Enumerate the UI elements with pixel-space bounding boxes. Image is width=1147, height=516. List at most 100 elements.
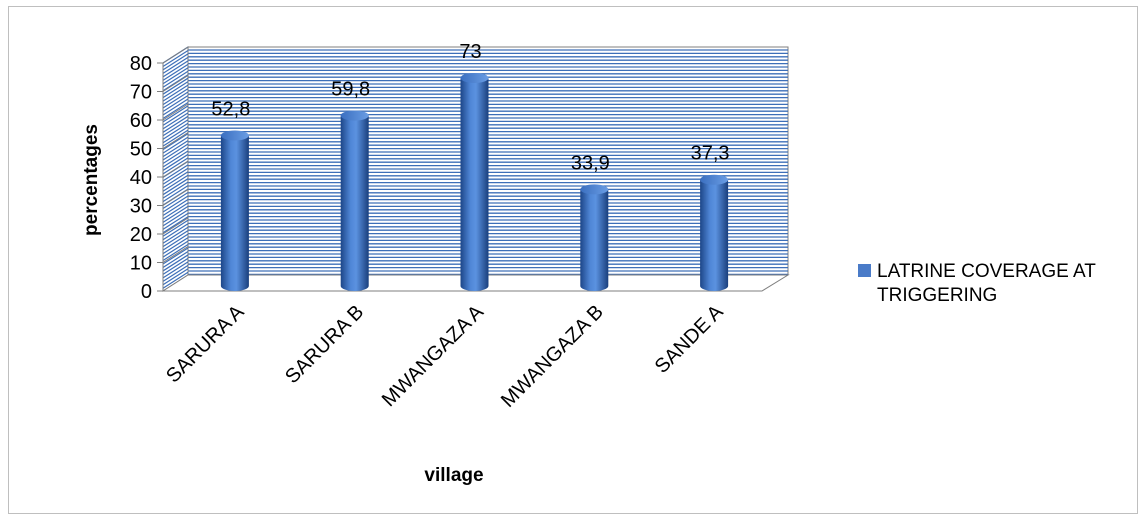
side-wall-stripe bbox=[162, 244, 189, 262]
side-wall-stripe bbox=[162, 115, 189, 133]
side-wall-stripe bbox=[162, 216, 189, 234]
x-tick-label: SARURA B bbox=[281, 301, 368, 388]
legend-label-line1: LATRINE COVERAGE AT bbox=[877, 261, 1096, 282]
side-wall-stripe bbox=[162, 91, 189, 109]
legend-swatch bbox=[858, 264, 871, 277]
bar bbox=[580, 184, 609, 291]
y-tick-label: 10 bbox=[130, 253, 152, 275]
y-tick-label: 60 bbox=[130, 110, 152, 132]
side-wall-stripe bbox=[162, 143, 189, 161]
side-wall-stripe bbox=[162, 178, 189, 196]
x-axis: SARURA A SARURA B MWANGAZA A MWANGAZA B SAND… bbox=[162, 301, 728, 412]
gridline-depth bbox=[162, 189, 189, 206]
y-tick-label: 70 bbox=[130, 82, 152, 104]
gridline-depth bbox=[162, 217, 189, 235]
gridline-depth bbox=[162, 103, 189, 121]
side-wall-stripe bbox=[162, 202, 189, 220]
bar-cap bbox=[700, 174, 729, 185]
side-wall-stripe bbox=[162, 81, 189, 99]
side-wall-stripe bbox=[162, 77, 189, 95]
side-wall-stripe bbox=[162, 150, 189, 168]
side-wall-stripe bbox=[162, 257, 189, 275]
side-wall-stripe bbox=[162, 67, 189, 85]
bar-body bbox=[580, 189, 609, 291]
side-wall-stripe bbox=[162, 271, 189, 289]
gridline-depth bbox=[162, 132, 189, 149]
side-wall-stripe bbox=[162, 240, 189, 258]
gridline-depth bbox=[162, 160, 189, 178]
side-wall-stripe bbox=[162, 198, 189, 216]
side-wall-stripe bbox=[162, 105, 189, 123]
bar-cap bbox=[460, 72, 489, 83]
bar bbox=[220, 130, 249, 291]
bar-cap bbox=[340, 110, 369, 121]
side-wall-stripe bbox=[162, 108, 189, 126]
side-wall-stripe bbox=[162, 146, 189, 165]
bar-cap bbox=[580, 184, 609, 195]
side-wall-stripe bbox=[162, 49, 189, 67]
bar-body bbox=[460, 77, 489, 291]
x-tick-label: MWANGAZA B bbox=[497, 301, 608, 412]
side-wall-stripe bbox=[162, 126, 189, 144]
x-tick-label: SARURA A bbox=[162, 301, 249, 388]
side-wall-stripe bbox=[162, 192, 189, 210]
bar bbox=[340, 110, 369, 291]
side-wall-stripe bbox=[162, 136, 189, 154]
side-wall-stripe bbox=[162, 56, 189, 74]
side-wall-stripe bbox=[162, 140, 189, 158]
side-wall-stripe bbox=[162, 164, 189, 182]
side-wall-stripe bbox=[162, 230, 189, 248]
gridline-depth bbox=[162, 46, 189, 64]
side-wall-stripe bbox=[162, 261, 189, 279]
y-tick-label: 0 bbox=[141, 281, 152, 303]
side-wall-stripe bbox=[162, 95, 189, 113]
side-wall-stripe bbox=[162, 174, 189, 192]
side-wall-stripe bbox=[162, 101, 189, 119]
y-tick-label: 50 bbox=[130, 139, 152, 161]
data-label: 73 bbox=[459, 41, 481, 63]
side-wall-stripe bbox=[162, 237, 189, 255]
side-wall-stripe bbox=[162, 268, 189, 286]
x-tick-label: SANDE A bbox=[651, 301, 728, 378]
side-wall-stripe bbox=[162, 70, 189, 88]
side-wall-stripe bbox=[162, 226, 189, 244]
side-wall-stripe bbox=[162, 264, 189, 282]
side-wall-stripe bbox=[162, 205, 189, 223]
side-wall-stripe bbox=[162, 185, 189, 203]
bar-body bbox=[700, 179, 729, 291]
side-wall-stripe bbox=[162, 122, 189, 140]
side-wall-stripe bbox=[162, 63, 189, 81]
side-wall-stripe bbox=[162, 60, 189, 78]
side-wall-stripe bbox=[162, 88, 189, 106]
side-wall-stripe bbox=[162, 167, 189, 185]
side-wall-stripe bbox=[162, 153, 189, 171]
data-label: 33,9 bbox=[571, 152, 610, 174]
y-axis-title: percentages bbox=[81, 124, 102, 236]
legend-label-line2: TRIGGERING bbox=[877, 285, 997, 306]
y-tick-label: 20 bbox=[130, 224, 152, 246]
y-tick-label: 40 bbox=[130, 167, 152, 189]
side-wall-stripe bbox=[162, 195, 189, 213]
side-wall-stripe bbox=[162, 112, 189, 130]
side-wall-stripe bbox=[162, 250, 189, 268]
gridline-depth bbox=[162, 246, 189, 263]
side-wall-stripe bbox=[162, 233, 189, 251]
side-wall-stripe bbox=[162, 98, 189, 116]
side-wall-stripe bbox=[162, 219, 189, 237]
bar bbox=[700, 174, 729, 291]
y-axis: 0 10 20 30 40 50 60 70 80 bbox=[130, 53, 164, 303]
side-wall-stripe bbox=[162, 181, 189, 199]
side-wall-stripe bbox=[162, 209, 189, 227]
x-tick-label: MWANGAZA A bbox=[378, 301, 489, 412]
side-wall-stripe bbox=[162, 254, 189, 272]
side-wall-stripe bbox=[162, 171, 189, 189]
bars: 52,8 59,8 73 33,9 37,3 bbox=[211, 41, 730, 291]
legend: LATRINE COVERAGE AT TRIGGERING bbox=[858, 261, 1096, 306]
bar-body bbox=[220, 135, 249, 291]
data-label: 37,3 bbox=[691, 143, 730, 165]
gridline-depth bbox=[162, 75, 189, 92]
side-wall-stripe bbox=[162, 119, 189, 137]
y-tick-label: 30 bbox=[130, 196, 152, 218]
data-label: 52,8 bbox=[211, 99, 250, 121]
